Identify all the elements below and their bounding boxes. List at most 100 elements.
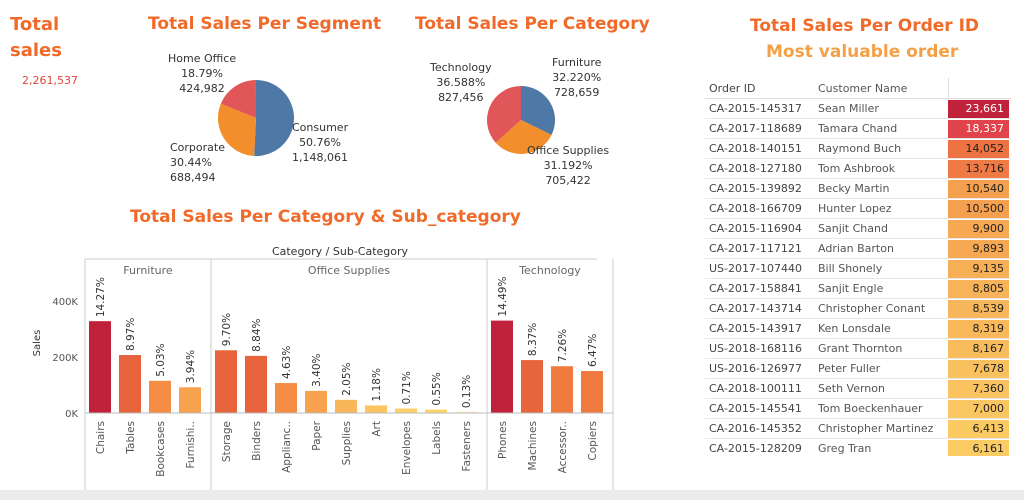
x-tick-label: Storage [221, 421, 233, 462]
table-row[interactable]: CA-2015-145541 Tom Boeckenhauer 7,000 [705, 399, 1011, 419]
subcategory-bar-chart[interactable]: Category / Sub-Category Sales 0K 200K 400K Fu… [0, 235, 700, 490]
y-tick-label: 200K [52, 353, 78, 364]
sales-cell: 8,319 [948, 319, 1009, 338]
sales-cell: 14,052 [948, 139, 1009, 158]
table-row[interactable]: US-2018-168116 Grant Thornton 8,167 [705, 339, 1011, 359]
sales-cell: 23,661 [948, 99, 1009, 118]
order-id-cell: CA-2015-143917 [709, 322, 802, 335]
category-pie[interactable] [487, 86, 555, 154]
pie-slice-furniture[interactable] [521, 86, 555, 135]
bar-envelopes [395, 408, 417, 413]
table-row[interactable]: CA-2017-158841 Sanjit Engle 8,805 [705, 279, 1011, 299]
bar-pct-label: 1.18% [371, 368, 383, 401]
customer-name-cell: Becky Martin [818, 182, 890, 195]
order-id-cell: CA-2018-100111 [709, 382, 802, 395]
table-row[interactable]: US-2017-107440 Bill Shonely 9,135 [705, 259, 1011, 279]
customer-name-cell: Hunter Lopez [818, 202, 892, 215]
sales-cell: 18,337 [948, 119, 1009, 138]
x-tick-label: Art [371, 421, 383, 437]
subcategory-chart-title: Total Sales Per Category & Sub_category [130, 207, 521, 227]
total-sales-title: Total sales [10, 14, 62, 61]
sales-cell: 8,539 [948, 299, 1009, 318]
table-row[interactable]: CA-2016-145352 Christopher Martinez 6,413 [705, 419, 1011, 439]
x-tick-label: Tables [125, 421, 137, 455]
order-id-cell: CA-2015-139892 [709, 182, 802, 195]
customer-name-cell: Ken Lonsdale [818, 322, 891, 335]
order-id-cell: CA-2017-158841 [709, 282, 802, 295]
x-tick-label: Bookcases [155, 421, 167, 477]
sales-cell: 10,540 [948, 179, 1009, 198]
bar-chairs [89, 321, 111, 413]
table-row[interactable]: CA-2015-139892 Becky Martin 10,540 [705, 179, 1011, 199]
category-chart-title: Total Sales Per Category [415, 14, 650, 34]
sales-cell: 6,413 [948, 419, 1009, 438]
table-row[interactable]: CA-2017-118689 Tamara Chand 18,337 [705, 119, 1011, 139]
bar-pct-label: 8.84% [251, 319, 263, 352]
table-row[interactable]: CA-2017-143714 Christopher Conant 8,539 [705, 299, 1011, 319]
order-id-cell: CA-2015-128209 [709, 442, 802, 455]
customer-name-header[interactable]: Customer Name [818, 81, 908, 95]
y-axis-label: Sales [32, 330, 43, 357]
customer-name-cell: Christopher Conant [818, 302, 926, 315]
bar-pct-label: 3.40% [311, 354, 323, 387]
x-tick-label: Fasteners [461, 421, 473, 471]
bar-furnishi [179, 387, 201, 413]
order-id-cell: US-2018-168116 [709, 342, 802, 355]
table-row[interactable]: CA-2015-128209 Greg Tran 6,161 [705, 439, 1011, 456]
order-id-cell: CA-2015-145317 [709, 102, 802, 115]
table-row[interactable]: CA-2018-127180 Tom Ashbrook 13,716 [705, 159, 1011, 179]
bar-binders [245, 355, 267, 413]
pie-slice-corporate[interactable] [218, 103, 256, 156]
sales-cell: 7,360 [948, 379, 1009, 398]
customer-name-cell: Tom Ashbrook [818, 162, 896, 175]
x-tick-label: Binders [251, 421, 263, 461]
order-id-cell: CA-2017-143714 [709, 302, 802, 315]
sales-header[interactable] [948, 78, 1009, 98]
bar-pct-label: 5.03% [155, 343, 167, 376]
order-id-cell: US-2017-107440 [709, 262, 802, 275]
x-tick-label: Applianc.. [281, 421, 293, 473]
customer-name-cell: Sanjit Engle [818, 282, 884, 295]
x-tick-label: Machines [527, 421, 539, 470]
x-tick-label: Furnishi.. [185, 421, 197, 469]
table-row[interactable]: CA-2017-117121 Adrian Barton 9,893 [705, 239, 1011, 259]
order-table-body: CA-2015-145317 Sean Miller 23,661 CA-2017-1… [705, 99, 1011, 456]
bottom-bar [0, 490, 1024, 500]
table-row[interactable]: CA-2018-166709 Hunter Lopez 10,500 [705, 199, 1011, 219]
sales-cell: 9,893 [948, 239, 1009, 258]
pie-slice-home-office[interactable] [220, 80, 256, 118]
table-row[interactable]: US-2016-126977 Peter Fuller 7,678 [705, 359, 1011, 379]
bar-copiers [581, 371, 603, 413]
customer-name-cell: Sean Miller [818, 102, 879, 115]
order-table[interactable]: Order ID Customer Name CA-2015-145317 Sea… [705, 78, 1011, 456]
bar-pct-label: 8.97% [125, 318, 137, 351]
order-id-cell: US-2016-126977 [709, 362, 802, 375]
bar-tables [119, 355, 141, 413]
pie-slice-consumer[interactable] [254, 80, 294, 156]
table-row[interactable]: CA-2015-145317 Sean Miller 23,661 [705, 99, 1011, 119]
table-row[interactable]: CA-2018-100111 Seth Vernon 7,360 [705, 379, 1011, 399]
bar-pct-label: 14.27% [95, 277, 107, 317]
customer-name-cell: Tom Boeckenhauer [818, 402, 923, 415]
x-tick-label: Phones [497, 421, 509, 459]
x-tick-label: Envelopes [401, 421, 413, 475]
pie-slice-office-supplies[interactable] [495, 120, 552, 154]
table-row[interactable]: CA-2015-143917 Ken Lonsdale 8,319 [705, 319, 1011, 339]
category-label-technology: Technology 36.588% 827,456 [430, 61, 492, 104]
table-row[interactable]: CA-2018-140151 Raymond Buch 14,052 [705, 139, 1011, 159]
sales-cell: 6,161 [948, 439, 1009, 456]
sales-cell: 9,900 [948, 219, 1009, 238]
bar-supplies [335, 399, 357, 413]
total-sales-value: 2,261,537 [22, 74, 78, 87]
order-id-cell: CA-2016-145352 [709, 422, 802, 435]
x-tick-label: Chairs [95, 421, 107, 454]
table-row[interactable]: CA-2015-116904 Sanjit Chand 9,900 [705, 219, 1011, 239]
chart-header: Category / Sub-Category [272, 245, 409, 258]
order-id-cell: CA-2015-116904 [709, 222, 802, 235]
pie-slice-technology[interactable] [487, 86, 521, 143]
bar-pct-label: 0.71% [401, 371, 413, 404]
order-id-header[interactable]: Order ID [709, 81, 756, 95]
bar-storage [215, 350, 237, 413]
segment-pie[interactable] [218, 80, 294, 156]
x-tick-label: Labels [431, 421, 443, 455]
